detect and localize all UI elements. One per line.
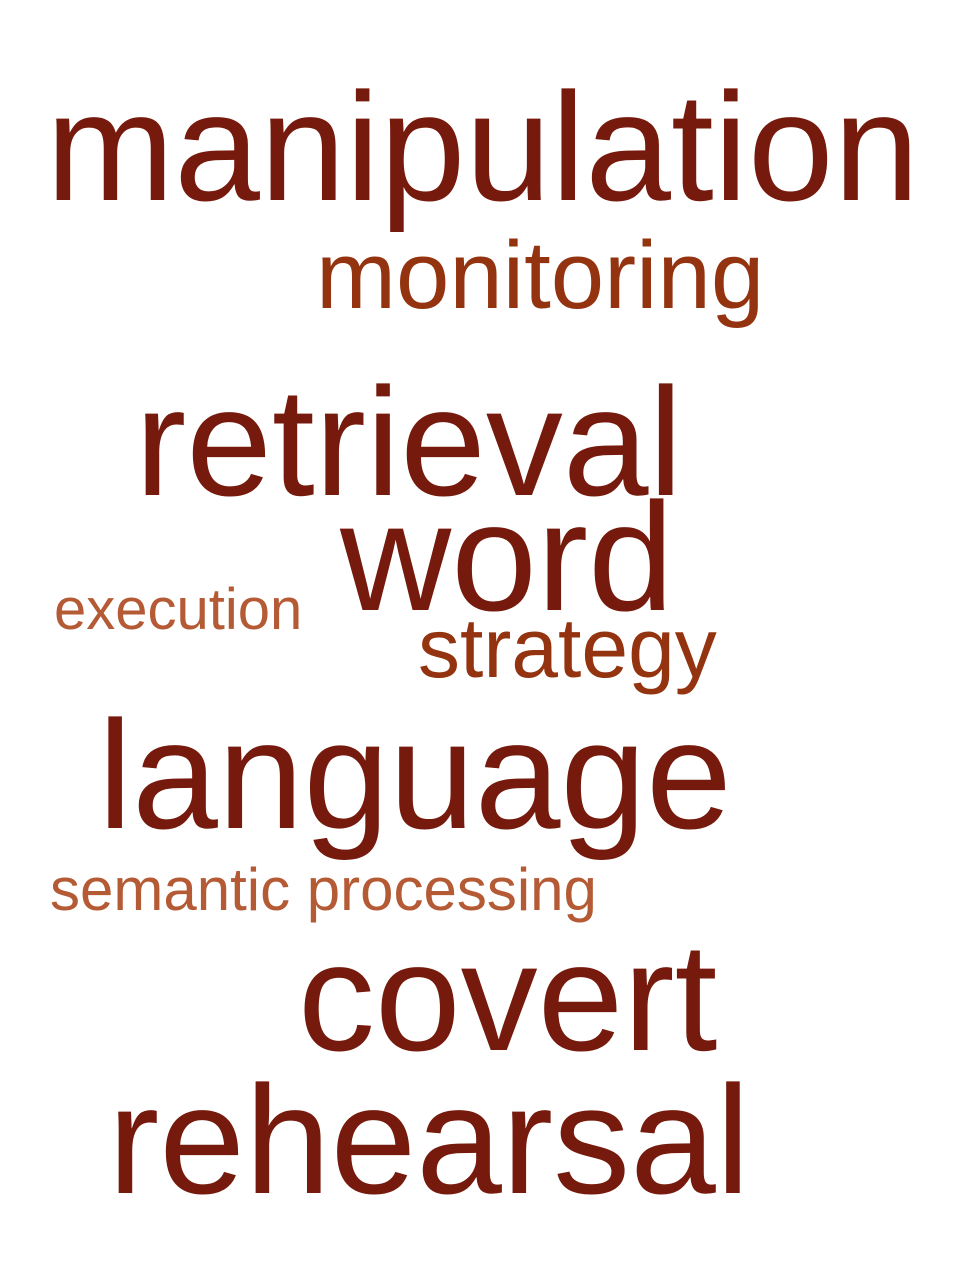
word-word: word	[340, 471, 674, 643]
word-manipulation: manipulation	[46, 61, 920, 233]
word-rehearsal: rehearsal	[108, 1054, 751, 1226]
word-language: language	[98, 689, 732, 861]
word-semantic-processing: semantic processing	[50, 856, 597, 923]
word-monitoring: monitoring	[316, 222, 765, 329]
word-execution: execution	[54, 577, 303, 642]
word-covert: covert	[298, 911, 718, 1083]
word-retrieval: retrieval	[135, 356, 683, 528]
word-strategy: strategy	[418, 601, 717, 695]
